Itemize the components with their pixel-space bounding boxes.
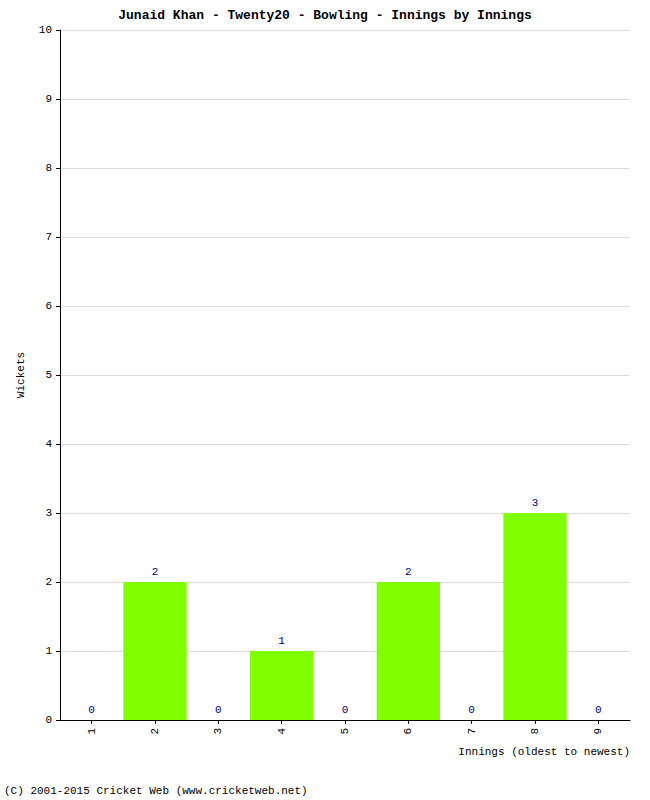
svg-text:6: 6 xyxy=(45,300,52,312)
svg-text:2: 2 xyxy=(149,728,161,735)
svg-text:3: 3 xyxy=(45,507,52,519)
svg-text:4: 4 xyxy=(276,728,288,735)
svg-text:6: 6 xyxy=(402,728,414,735)
svg-text:0: 0 xyxy=(215,704,222,716)
svg-text:Wickets: Wickets xyxy=(15,352,27,398)
svg-text:1: 1 xyxy=(86,728,98,735)
svg-text:2: 2 xyxy=(152,566,159,578)
svg-text:5: 5 xyxy=(339,728,351,735)
svg-text:(C) 2001-2015 Cricket Web (www: (C) 2001-2015 Cricket Web (www.cricketwe… xyxy=(4,785,308,797)
svg-text:0: 0 xyxy=(88,704,95,716)
svg-text:0: 0 xyxy=(45,714,52,726)
svg-text:2: 2 xyxy=(45,576,52,588)
svg-text:0: 0 xyxy=(468,704,475,716)
svg-text:0: 0 xyxy=(342,704,349,716)
svg-text:9: 9 xyxy=(592,728,604,735)
svg-text:5: 5 xyxy=(45,369,52,381)
svg-text:7: 7 xyxy=(45,231,52,243)
svg-text:8: 8 xyxy=(529,728,541,735)
svg-text:0: 0 xyxy=(595,704,602,716)
svg-text:10: 10 xyxy=(39,24,52,36)
svg-text:2: 2 xyxy=(405,566,412,578)
svg-text:3: 3 xyxy=(212,728,224,735)
svg-text:1: 1 xyxy=(278,635,285,647)
svg-text:4: 4 xyxy=(45,438,52,450)
svg-text:9: 9 xyxy=(45,93,52,105)
svg-text:7: 7 xyxy=(466,728,478,735)
svg-text:Junaid Khan - Twenty20 - Bowli: Junaid Khan - Twenty20 - Bowling - Innin… xyxy=(118,8,532,23)
svg-text:1: 1 xyxy=(45,645,52,657)
svg-text:Innings (oldest to newest): Innings (oldest to newest) xyxy=(458,746,630,758)
svg-text:3: 3 xyxy=(532,497,539,509)
svg-text:8: 8 xyxy=(45,162,52,174)
